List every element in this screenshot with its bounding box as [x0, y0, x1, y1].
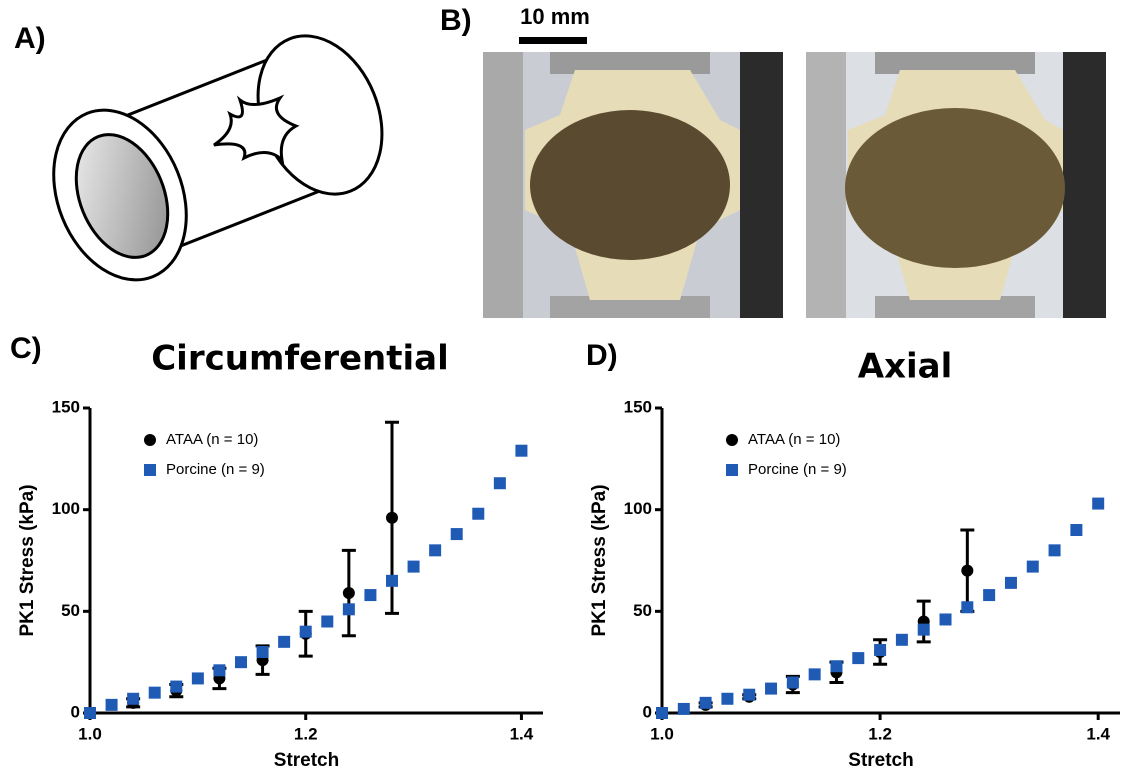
data-point [515, 445, 527, 457]
y-tick-label: 150 [624, 397, 652, 416]
data-point [809, 668, 821, 680]
data-point [1092, 498, 1104, 510]
x-tick-label: 1.0 [78, 724, 102, 743]
panel-label: A) [14, 22, 46, 55]
data-point [257, 646, 269, 658]
data-point [300, 626, 312, 638]
legend-marker [144, 434, 156, 446]
data-point [278, 636, 290, 648]
panel-label: D) [586, 339, 618, 372]
data-point [451, 528, 463, 540]
x-tick-label: 1.2 [868, 724, 892, 743]
specimen-photo [483, 52, 783, 318]
data-point [429, 544, 441, 556]
data-point [343, 603, 355, 615]
figure: A) B) 10 mm C) Circumferential 1.0 1.2 1.4 0 5… [0, 0, 1133, 778]
x-tick-label: 1.0 [650, 724, 674, 743]
data-point [678, 703, 690, 715]
y-tick-label: 100 [52, 499, 80, 518]
data-point [106, 699, 118, 711]
data-point [656, 707, 668, 719]
data-point [170, 681, 182, 693]
chart-title: Axial [858, 347, 953, 387]
y-tick-label: 0 [71, 702, 80, 721]
data-point [408, 561, 420, 573]
panel-label: B) [440, 4, 472, 37]
data-point [1070, 524, 1082, 536]
cylinder-diagram [30, 17, 405, 300]
data-point [1027, 561, 1039, 573]
data-point [472, 508, 484, 520]
scale-bar [519, 37, 587, 44]
x-tick-label: 1.2 [294, 724, 318, 743]
data-point [961, 565, 973, 577]
data-point [700, 697, 712, 709]
data-point [127, 693, 139, 705]
y-axis-label: PK1 Stress (kPa) [17, 484, 38, 636]
data-point [235, 656, 247, 668]
y-tick-label: 50 [61, 601, 80, 620]
panel-label: C) [10, 332, 42, 365]
y-tick-label: 100 [624, 499, 652, 518]
legend-label: Porcine (n = 9) [748, 461, 847, 478]
data-point [765, 683, 777, 695]
y-tick-label: 0 [643, 702, 652, 721]
data-point [918, 624, 930, 636]
data-point [896, 634, 908, 646]
y-tick-label: 50 [633, 601, 652, 620]
data-point [1005, 577, 1017, 589]
legend-label: Porcine (n = 9) [166, 461, 265, 478]
data-point [983, 589, 995, 601]
data-point [364, 589, 376, 601]
specimen-photo [806, 52, 1106, 318]
legend-marker [726, 434, 738, 446]
scale-bar-label: 10 mm [520, 4, 590, 29]
data-point [940, 613, 952, 625]
legend-marker [144, 464, 156, 476]
data-point [743, 689, 755, 701]
y-tick-label: 150 [52, 397, 80, 416]
data-point [213, 664, 225, 676]
data-point [721, 693, 733, 705]
data-point [787, 677, 799, 689]
data-point [874, 644, 886, 656]
data-point [494, 477, 506, 489]
legend-label: ATAA (n = 10) [166, 431, 258, 448]
chart-title: Circumferential [151, 339, 449, 379]
legend-marker [726, 464, 738, 476]
x-axis-label: Stretch [848, 750, 913, 771]
data-point [961, 601, 973, 613]
x-tick-label: 1.4 [1086, 724, 1110, 743]
data-point [343, 587, 355, 599]
data-point [830, 660, 842, 672]
data-point [192, 672, 204, 684]
data-point [321, 616, 333, 628]
legend-label: ATAA (n = 10) [748, 431, 840, 448]
data-point [149, 687, 161, 699]
data-point [1049, 544, 1061, 556]
data-point [386, 575, 398, 587]
data-point [386, 512, 398, 524]
y-axis-label: PK1 Stress (kPa) [589, 484, 610, 636]
data-point [84, 707, 96, 719]
data-point [852, 652, 864, 664]
x-tick-label: 1.4 [510, 724, 534, 743]
x-axis-label: Stretch [274, 750, 339, 771]
